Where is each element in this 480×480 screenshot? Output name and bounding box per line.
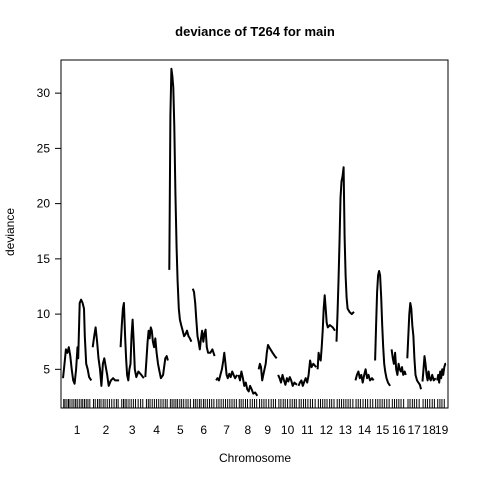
y-tick-label: 15	[37, 252, 51, 266]
deviance-line-chr-7	[215, 351, 238, 382]
deviance-line-chr-11	[297, 359, 317, 387]
deviance-line-chr-19	[436, 362, 447, 384]
chromosome-label-1: 1	[74, 423, 81, 437]
deviance-line-chr-3	[119, 302, 145, 382]
chromosome-label-12: 12	[320, 423, 334, 437]
chromosome-label-8: 8	[245, 423, 252, 437]
chromosome-label-19: 19	[435, 423, 449, 437]
chromosome-label-5: 5	[177, 423, 184, 437]
deviance-line-chr-6	[191, 288, 216, 357]
marker-rug	[63, 399, 445, 408]
chromosome-label-7: 7	[223, 423, 230, 437]
chromosome-label-13: 13	[339, 423, 353, 437]
deviance-line-chr-4	[144, 326, 169, 380]
plot-frame	[60, 59, 449, 409]
y-tick-label: 5	[43, 362, 50, 376]
deviance-line-chr-15	[374, 270, 391, 387]
deviance-line-chr-8	[237, 370, 259, 397]
deviance-line-chr-17	[406, 302, 422, 390]
deviance-line-chr-14	[354, 368, 375, 384]
deviance-line-chr-9	[257, 344, 278, 382]
deviance-line-chr-5	[168, 67, 193, 343]
chromosome-label-17: 17	[407, 423, 421, 437]
chromosome-label-9: 9	[264, 423, 271, 437]
deviance-lines	[62, 67, 447, 397]
deviance-line-chr-10	[277, 373, 298, 387]
chromosome-label-6: 6	[200, 423, 207, 437]
x-axis: 1 2 3 4 5 6 7 8 9 10 11 12 13 14 15 16 17 18 19	[74, 423, 449, 437]
chromosome-label-11: 11	[301, 423, 314, 437]
chromosome-label-10: 10	[281, 423, 295, 437]
deviance-line-chr-12	[316, 294, 336, 370]
chromosome-label-2: 2	[103, 423, 110, 437]
y-tick-label: 25	[37, 141, 51, 155]
y-axis: 5 10 15 20 25 30	[37, 86, 61, 376]
chromosome-label-18: 18	[422, 423, 436, 437]
chart-title: deviance of T264 for main	[175, 24, 335, 39]
chromosome-label-3: 3	[129, 423, 136, 437]
y-axis-label: deviance	[3, 208, 17, 256]
chromosome-label-15: 15	[376, 423, 390, 437]
chromosome-label-4: 4	[153, 423, 160, 437]
deviance-line-chr-18	[421, 355, 437, 382]
y-tick-label: 10	[37, 307, 51, 321]
deviance-line-chr-13	[335, 166, 355, 342]
x-axis-label: Chromosome	[219, 451, 291, 465]
y-tick-label: 30	[37, 86, 51, 100]
chromosome-label-14: 14	[358, 423, 372, 437]
deviance-line-chr-1	[62, 298, 93, 385]
y-tick-label: 20	[37, 197, 51, 211]
deviance-line-chr-2	[91, 326, 120, 387]
chromosome-label-16: 16	[392, 423, 406, 437]
deviance-line-chr-16	[390, 349, 407, 376]
